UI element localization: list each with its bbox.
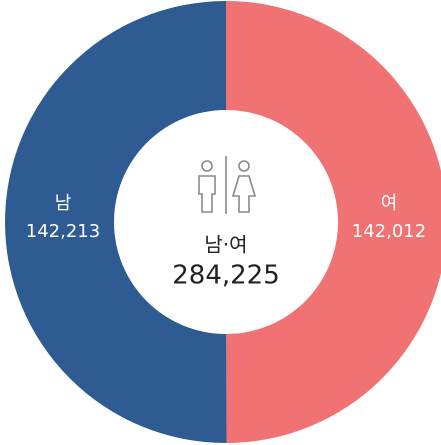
slice-category: 남	[55, 193, 72, 214]
donut-hole	[114, 110, 338, 334]
slice-category: 여	[381, 193, 398, 214]
center-title: 남·여	[204, 233, 247, 257]
gender-icon	[198, 156, 257, 214]
center-total: 284,225	[172, 261, 280, 291]
slice-value: 142,012	[352, 221, 426, 242]
slice-value: 142,213	[26, 221, 100, 242]
